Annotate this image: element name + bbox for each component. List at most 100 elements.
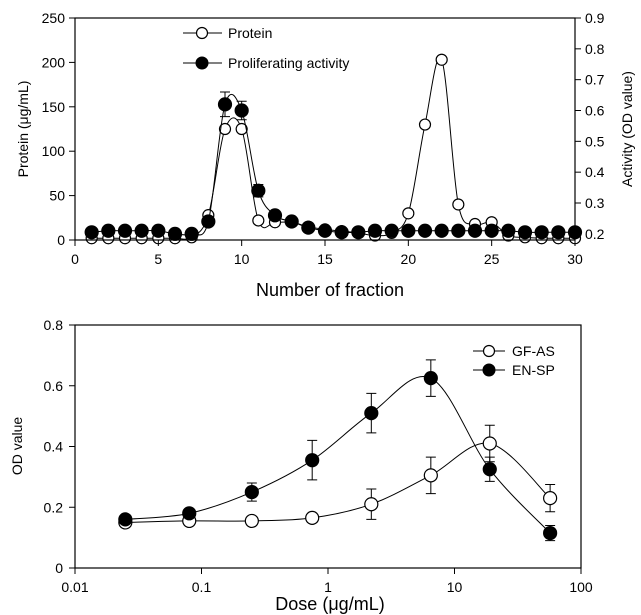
gf-as-point [244,513,259,529]
fraction-left-y-tick-label: 100 [42,143,66,159]
legend-label-activity: Proliferating activity [228,55,349,71]
activity-point [334,225,349,240]
fraction-x-tick-label: 5 [154,251,162,267]
fraction-right-y-tick-label: 0.9 [585,10,605,26]
activity-point [451,223,466,238]
protein-point [418,118,432,131]
dose-y-tick-label: 0.2 [44,499,64,515]
fraction-right-y-tick-label: 0.7 [585,72,605,88]
fraction-x-tick-label: 10 [234,251,250,267]
activity-point [434,223,449,238]
activity-point [184,226,199,241]
legend-marker-en-sp [482,363,496,377]
fraction-x-tick-label: 25 [484,251,500,267]
fraction-chart-legend: Protein Proliferating activity [183,25,349,71]
fraction-left-y-tick-label: 150 [42,99,66,115]
fraction-chart-left-y-axis-label: Protein (μg/mL) [15,81,31,178]
dose-x-tick-label: 0.01 [61,579,88,595]
protein-point [435,53,448,66]
activity-point [551,225,566,240]
legend-label-gf-as: GF-AS [512,343,555,359]
activity-point [517,225,533,240]
activity-point [234,103,249,118]
fraction-series-line-0 [91,57,575,240]
activity-point [501,223,516,238]
gf-as-point [364,497,379,512]
activity-point [284,214,299,229]
fraction-left-y-tick-label: 0 [57,232,65,248]
fraction-left-y-tick-label: 200 [42,54,66,70]
activity-point [267,208,283,223]
fraction-right-y-tick-label: 0.8 [585,41,605,57]
dose-y-tick-label: 0.6 [44,378,64,394]
legend-label-en-sp: EN-SP [512,362,555,378]
fraction-right-y-tick-label: 0.6 [585,103,605,119]
fraction-chart: 0 5 10 15 20 25 30 0 50 100 150 200 250 0.2 0.3 0.4 0.5 0… [15,10,635,300]
activity-point [217,97,233,112]
fraction-right-y-tick-label: 0.5 [585,133,605,149]
fraction-left-y-tick-label: 250 [42,10,66,26]
fraction-x-tick-label: 20 [401,251,417,267]
en-sp-point [305,453,320,468]
fraction-chart-x-axis-label: Number of fraction [256,280,404,300]
activity-point [201,214,216,229]
protein-point [402,207,415,220]
fraction-series-line-1 [91,93,575,236]
fraction-right-y-tick-label: 0.4 [585,164,605,180]
dose-chart-y-axis-label: OD value [9,417,25,476]
en-sp-point [364,405,379,421]
dose-chart-series [118,359,558,542]
protein-point [218,122,232,136]
dose-x-tick-label: 1 [324,579,332,595]
dose-x-tick-label: 10 [447,579,463,595]
activity-point [117,223,133,238]
fraction-right-y-tick-label: 0.3 [585,195,605,211]
activity-point [167,226,183,241]
activity-point [467,223,483,238]
activity-point [101,223,116,238]
activity-point [384,223,399,238]
en-sp-point [182,506,197,521]
activity-point [534,225,549,240]
fraction-chart-right-y-axis-label: Activity (OD value) [619,71,635,187]
dose-x-tick-label: 0.1 [192,579,212,595]
en-sp-point [244,484,259,500]
legend-marker-activity [195,56,209,70]
activity-point [401,223,416,238]
gf-as-point [543,491,558,506]
legend-label-protein: Protein [228,25,272,41]
en-sp-point [118,512,133,527]
dose-y-tick-label: 0.8 [44,317,64,333]
fraction-right-y-tick-label: 0.2 [585,226,605,242]
protein-point [252,214,265,227]
en-sp-point [423,371,438,386]
dose-chart-x-axis-label: Dose (μg/mL) [275,594,384,614]
en-sp-point [482,462,497,477]
legend-marker-gf-as [482,344,496,358]
fraction-left-y-tick-label: 50 [49,188,65,204]
activity-point [417,223,433,238]
activity-point [84,225,99,240]
dose-chart-plot-frame [74,324,582,569]
dose-y-tick-label: 0.4 [44,439,64,455]
dose-chart-legend: GF-AS EN-SP [473,343,555,378]
gf-as-point [305,510,320,525]
activity-point [301,220,316,235]
fraction-x-tick-label: 0 [71,251,79,267]
activity-point [251,183,266,198]
activity-point [134,223,149,238]
protein-point [235,122,248,136]
activity-point [351,225,366,240]
en-sp-point [543,525,558,541]
dose-y-tick-label: 0 [55,560,63,576]
activity-point [484,223,499,238]
gf-as-point [423,468,438,483]
fraction-x-tick-label: 30 [567,251,583,267]
dose-x-tick-label: 100 [569,579,593,595]
protein-point [452,198,465,211]
legend-marker-protein [195,26,209,40]
activity-point [317,223,333,238]
dose-chart-axes: 0.01 0.1 1 10 100 0 0.2 0.4 0.6 0.8 [44,317,593,595]
